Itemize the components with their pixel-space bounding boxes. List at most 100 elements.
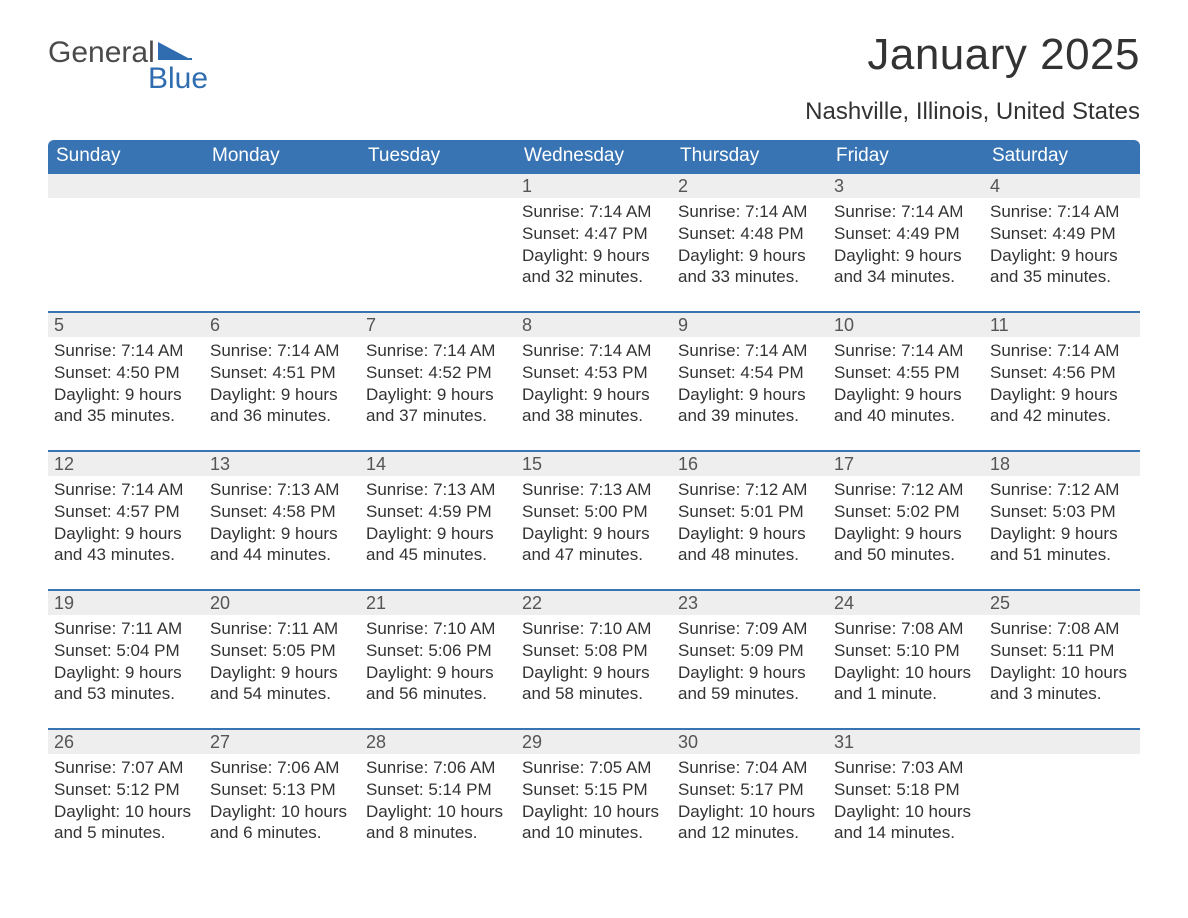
day-number-cell: [48, 173, 204, 198]
sunset-text: Sunset: 4:47 PM: [522, 223, 666, 245]
day-number-cell: 10: [828, 312, 984, 337]
day-content-cell: Sunrise: 7:14 AMSunset: 4:53 PMDaylight:…: [516, 337, 672, 451]
sunrise-text: Sunrise: 7:06 AM: [366, 757, 510, 779]
day-detail: Sunrise: 7:14 AMSunset: 4:49 PMDaylight:…: [990, 201, 1134, 288]
day-number-cell: 3: [828, 173, 984, 198]
day-detail: Sunrise: 7:13 AMSunset: 4:58 PMDaylight:…: [210, 479, 354, 566]
month-title: January 2025: [805, 30, 1140, 80]
sunset-text: Sunset: 4:51 PM: [210, 362, 354, 384]
day-number-cell: 24: [828, 590, 984, 615]
weekday-header: Wednesday: [516, 140, 672, 173]
day-number: 6: [210, 315, 220, 335]
daylight-text: Daylight: 9 hours and 42 minutes.: [990, 384, 1134, 428]
day-number: 20: [210, 593, 230, 613]
sunrise-text: Sunrise: 7:10 AM: [522, 618, 666, 640]
daylight-text: Daylight: 10 hours and 10 minutes.: [522, 801, 666, 845]
location-label: Nashville, Illinois, United States: [805, 98, 1140, 126]
sunset-text: Sunset: 4:49 PM: [834, 223, 978, 245]
sunrise-text: Sunrise: 7:13 AM: [210, 479, 354, 501]
daylight-text: Daylight: 10 hours and 14 minutes.: [834, 801, 978, 845]
sunrise-text: Sunrise: 7:13 AM: [366, 479, 510, 501]
day-detail: Sunrise: 7:14 AMSunset: 4:52 PMDaylight:…: [366, 340, 510, 427]
day-number-cell: 26: [48, 729, 204, 754]
sunset-text: Sunset: 4:56 PM: [990, 362, 1134, 384]
daylight-text: Daylight: 10 hours and 12 minutes.: [678, 801, 822, 845]
day-content-cell: Sunrise: 7:11 AMSunset: 5:04 PMDaylight:…: [48, 615, 204, 729]
sunrise-text: Sunrise: 7:14 AM: [678, 340, 822, 362]
day-number: 4: [990, 176, 1000, 196]
day-number: 16: [678, 454, 698, 474]
weekday-header: Sunday: [48, 140, 204, 173]
calendar-table: Sunday Monday Tuesday Wednesday Thursday…: [48, 140, 1140, 868]
daylight-text: Daylight: 9 hours and 51 minutes.: [990, 523, 1134, 567]
day-content-cell: [48, 198, 204, 312]
daylight-text: Daylight: 9 hours and 35 minutes.: [990, 245, 1134, 289]
daylight-text: Daylight: 9 hours and 36 minutes.: [210, 384, 354, 428]
day-content-cell: Sunrise: 7:09 AMSunset: 5:09 PMDaylight:…: [672, 615, 828, 729]
day-number: 30: [678, 732, 698, 752]
day-content-cell: Sunrise: 7:14 AMSunset: 4:49 PMDaylight:…: [828, 198, 984, 312]
daylight-text: Daylight: 9 hours and 34 minutes.: [834, 245, 978, 289]
day-number: 9: [678, 315, 688, 335]
day-content-row: Sunrise: 7:11 AMSunset: 5:04 PMDaylight:…: [48, 615, 1140, 729]
day-detail: Sunrise: 7:06 AMSunset: 5:14 PMDaylight:…: [366, 757, 510, 844]
day-detail: Sunrise: 7:10 AMSunset: 5:06 PMDaylight:…: [366, 618, 510, 705]
day-detail: Sunrise: 7:14 AMSunset: 4:47 PMDaylight:…: [522, 201, 666, 288]
sunset-text: Sunset: 5:01 PM: [678, 501, 822, 523]
daylight-text: Daylight: 9 hours and 45 minutes.: [366, 523, 510, 567]
sunrise-text: Sunrise: 7:14 AM: [366, 340, 510, 362]
day-number-cell: 13: [204, 451, 360, 476]
day-number-cell: 5: [48, 312, 204, 337]
sunrise-text: Sunrise: 7:12 AM: [678, 479, 822, 501]
day-content-cell: Sunrise: 7:14 AMSunset: 4:54 PMDaylight:…: [672, 337, 828, 451]
day-number: 24: [834, 593, 854, 613]
sunset-text: Sunset: 4:54 PM: [678, 362, 822, 384]
day-number: 11: [990, 315, 1009, 335]
sunrise-text: Sunrise: 7:08 AM: [990, 618, 1134, 640]
day-detail: Sunrise: 7:06 AMSunset: 5:13 PMDaylight:…: [210, 757, 354, 844]
day-content-cell: Sunrise: 7:14 AMSunset: 4:51 PMDaylight:…: [204, 337, 360, 451]
day-number-cell: 29: [516, 729, 672, 754]
sunset-text: Sunset: 5:08 PM: [522, 640, 666, 662]
daylight-text: Daylight: 9 hours and 33 minutes.: [678, 245, 822, 289]
day-content-row: Sunrise: 7:14 AMSunset: 4:50 PMDaylight:…: [48, 337, 1140, 451]
day-number: 19: [54, 593, 74, 613]
day-number-cell: [204, 173, 360, 198]
day-number: 15: [522, 454, 542, 474]
daylight-text: Daylight: 10 hours and 3 minutes.: [990, 662, 1134, 706]
sunset-text: Sunset: 5:00 PM: [522, 501, 666, 523]
day-number-cell: 8: [516, 312, 672, 337]
daylight-text: Daylight: 10 hours and 6 minutes.: [210, 801, 354, 845]
daylight-text: Daylight: 10 hours and 8 minutes.: [366, 801, 510, 845]
day-detail: Sunrise: 7:12 AMSunset: 5:03 PMDaylight:…: [990, 479, 1134, 566]
day-detail: Sunrise: 7:07 AMSunset: 5:12 PMDaylight:…: [54, 757, 198, 844]
day-number-cell: 17: [828, 451, 984, 476]
sunrise-text: Sunrise: 7:14 AM: [678, 201, 822, 223]
day-number-cell: 16: [672, 451, 828, 476]
sunset-text: Sunset: 5:05 PM: [210, 640, 354, 662]
day-number-row: 1234: [48, 173, 1140, 198]
sunrise-text: Sunrise: 7:14 AM: [522, 340, 666, 362]
day-detail: Sunrise: 7:14 AMSunset: 4:51 PMDaylight:…: [210, 340, 354, 427]
weekday-header: Thursday: [672, 140, 828, 173]
day-content-cell: Sunrise: 7:14 AMSunset: 4:57 PMDaylight:…: [48, 476, 204, 590]
daylight-text: Daylight: 9 hours and 47 minutes.: [522, 523, 666, 567]
day-number-cell: 27: [204, 729, 360, 754]
sunrise-text: Sunrise: 7:11 AM: [54, 618, 198, 640]
sunset-text: Sunset: 4:48 PM: [678, 223, 822, 245]
day-number: 31: [834, 732, 854, 752]
day-number: 5: [54, 315, 64, 335]
daylight-text: Daylight: 9 hours and 43 minutes.: [54, 523, 198, 567]
day-content-cell: Sunrise: 7:12 AMSunset: 5:03 PMDaylight:…: [984, 476, 1140, 590]
day-number-cell: 15: [516, 451, 672, 476]
sunset-text: Sunset: 5:10 PM: [834, 640, 978, 662]
day-number: 3: [834, 176, 844, 196]
day-number-row: 19202122232425: [48, 590, 1140, 615]
daylight-text: Daylight: 10 hours and 5 minutes.: [54, 801, 198, 845]
day-content-cell: Sunrise: 7:14 AMSunset: 4:47 PMDaylight:…: [516, 198, 672, 312]
daylight-text: Daylight: 9 hours and 53 minutes.: [54, 662, 198, 706]
weekday-header: Monday: [204, 140, 360, 173]
day-content-cell: Sunrise: 7:12 AMSunset: 5:02 PMDaylight:…: [828, 476, 984, 590]
daylight-text: Daylight: 9 hours and 44 minutes.: [210, 523, 354, 567]
sunrise-text: Sunrise: 7:14 AM: [834, 201, 978, 223]
